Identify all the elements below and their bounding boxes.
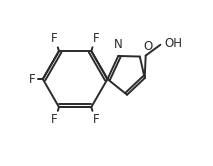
- Text: N: N: [114, 38, 123, 51]
- Text: F: F: [93, 32, 100, 45]
- Text: F: F: [50, 32, 57, 45]
- Text: O: O: [144, 40, 153, 53]
- Text: F: F: [29, 73, 35, 86]
- Text: OH: OH: [165, 37, 183, 50]
- Text: F: F: [50, 113, 57, 126]
- Text: F: F: [93, 113, 100, 126]
